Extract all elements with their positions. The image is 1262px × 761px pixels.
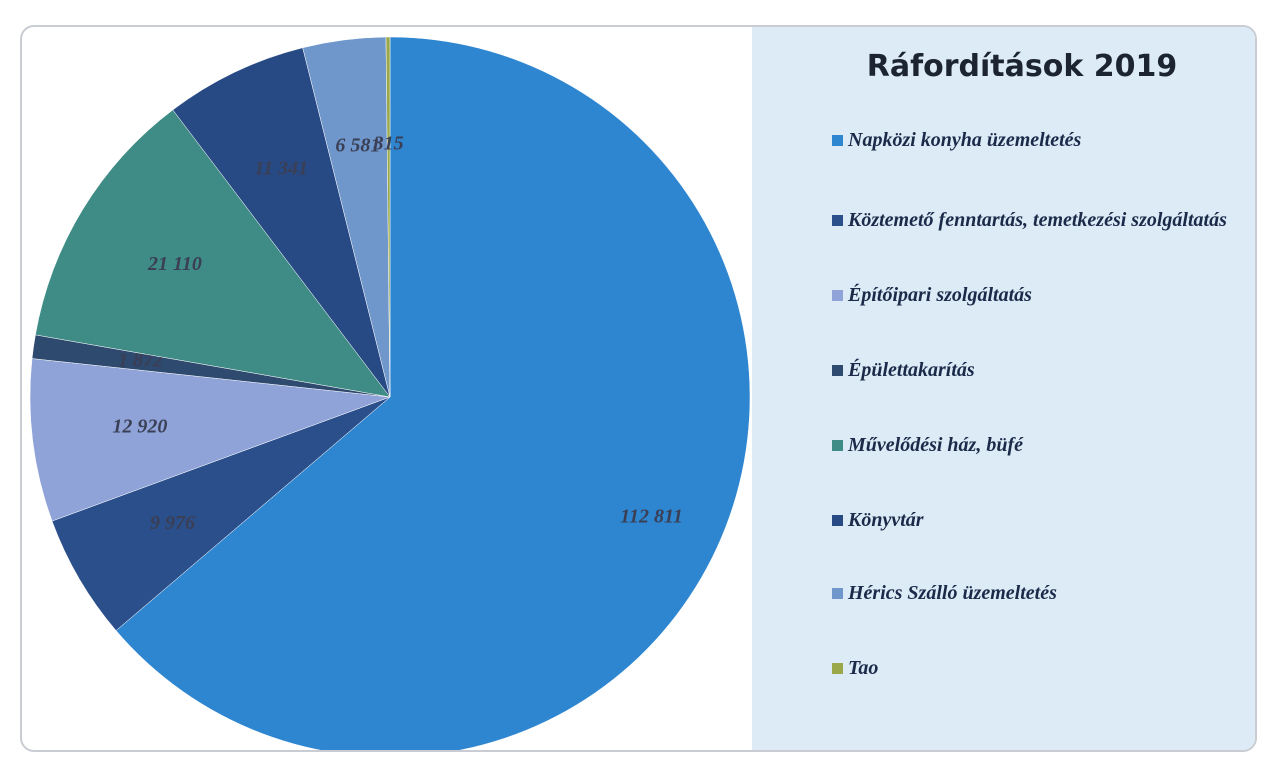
data-label: 315 — [373, 133, 404, 155]
legend-label: Tao — [848, 657, 879, 679]
legend-item: Hérics Szálló üzemeltetés — [832, 580, 1242, 606]
pie-slice — [115, 36, 751, 750]
legend-swatch — [832, 663, 843, 674]
legend-item: Művelődési ház, büfé — [832, 432, 1242, 458]
data-label: 6 581 — [335, 135, 380, 157]
legend-swatch — [832, 290, 843, 301]
legend-swatch — [832, 515, 843, 526]
legend-label: Köztemető fenntartás, temetkezési szolgá… — [848, 209, 1227, 231]
legend-label: Könyvtár — [848, 509, 924, 531]
legend-item: Köztemető fenntartás, temetkezési szolgá… — [832, 207, 1242, 233]
pie-slice — [29, 358, 391, 522]
pie-slice — [35, 109, 391, 398]
pie-slice — [51, 396, 391, 631]
legend-item: Könyvtár — [832, 507, 1242, 533]
legend-item: Tao — [832, 655, 1242, 681]
data-label: 9 976 — [150, 512, 195, 534]
data-label: 21 110 — [147, 253, 202, 275]
legend-label: Építőipari szolgáltatás — [848, 284, 1032, 306]
legend-label: Napközi konyha üzemeltetés — [848, 129, 1082, 151]
pie-slice — [172, 47, 391, 398]
legend-swatch — [832, 365, 843, 376]
legend-swatch — [832, 440, 843, 451]
data-label: 112 811 — [620, 505, 683, 527]
legend-item: Napközi konyha üzemeltetés — [832, 127, 1242, 153]
legend-label: Művelődési ház, büfé — [848, 434, 1023, 456]
legend-item: Épülettakarítás — [832, 357, 1242, 383]
legend-swatch — [832, 215, 843, 226]
legend-label: Hérics Szálló üzemeltetés — [848, 582, 1057, 604]
chart-frame: 112 811 9 976 12 920 1 872 21 110 11 341 6 581… — [20, 25, 1257, 752]
chart-title: Ráfordítások 2019 — [866, 49, 1178, 84]
data-label: 11 341 — [254, 157, 308, 179]
legend-swatch — [832, 135, 843, 146]
pie-slice — [385, 36, 391, 398]
data-label: 12 920 — [112, 415, 167, 437]
legend-label: Épülettakarítás — [848, 359, 975, 381]
legend-panel — [752, 27, 1255, 750]
legend-swatch — [832, 588, 843, 599]
legend-item: Építőipari szolgáltatás — [832, 282, 1242, 308]
